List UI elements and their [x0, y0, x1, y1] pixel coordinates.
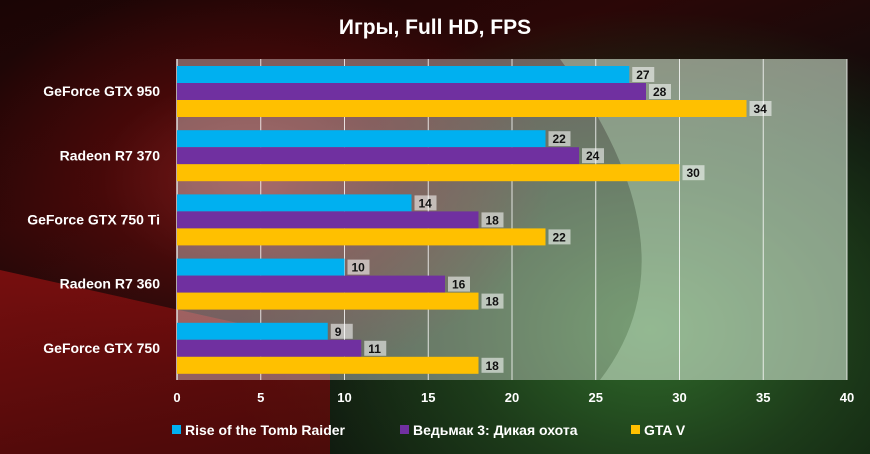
bar	[177, 130, 546, 148]
data-label-bg	[582, 148, 604, 164]
data-label-bg	[347, 259, 370, 275]
data-label: 11	[368, 342, 381, 356]
x-tick-label: 5	[257, 390, 264, 405]
x-tick-label: 10	[337, 390, 351, 405]
data-label-bg	[481, 293, 504, 309]
x-tick-label: 30	[672, 390, 686, 405]
chart-title: Игры, Full HD, FPS	[339, 16, 531, 39]
data-label-bg	[682, 165, 705, 181]
data-label: 34	[754, 102, 768, 116]
data-label: 18	[486, 359, 500, 373]
data-label: 18	[486, 295, 500, 309]
data-label: 24	[586, 149, 600, 163]
data-label: 27	[636, 68, 650, 82]
bar	[177, 356, 479, 374]
bar	[177, 100, 747, 117]
data-label-bg	[448, 276, 470, 292]
bar	[177, 147, 579, 165]
legend-marker	[631, 425, 640, 434]
data-label-bg	[330, 323, 353, 339]
x-tick-label: 40	[840, 390, 854, 405]
data-label: 22	[553, 230, 567, 244]
category-label: GeForce GTX 950	[43, 83, 160, 99]
x-tick-label: 15	[421, 390, 435, 405]
data-label: 10	[352, 261, 366, 275]
data-label-bg	[481, 212, 504, 228]
data-label-bg	[749, 101, 772, 116]
data-label: 30	[687, 166, 701, 180]
x-tick-label: 20	[505, 390, 519, 405]
x-tick-label: 0	[173, 390, 180, 405]
data-label-bg	[548, 131, 571, 147]
category-label: GeForce GTX 750 Ti	[27, 212, 160, 228]
bar	[177, 228, 546, 246]
bar	[177, 83, 646, 100]
legend-marker	[400, 425, 409, 434]
x-tick-label: 25	[589, 390, 603, 405]
data-label-bg	[548, 229, 571, 245]
legend-label: Rise of the Tomb Raider	[185, 422, 346, 438]
bar	[177, 322, 328, 340]
data-label: 9	[335, 325, 342, 339]
legend-label: Ведьмак 3: Дикая охота	[413, 422, 578, 438]
bar	[177, 292, 479, 310]
data-label-bg	[481, 357, 504, 373]
bar	[177, 211, 479, 229]
category-label: Radeon R7 360	[60, 276, 161, 292]
bar	[177, 258, 345, 276]
data-label-bg	[364, 340, 387, 356]
plot-decoration	[560, 59, 847, 380]
data-label-bg	[632, 67, 655, 82]
data-label: 22	[553, 132, 567, 146]
data-label: 18	[486, 213, 500, 227]
category-label: Radeon R7 370	[60, 147, 161, 163]
x-tick-label: 35	[756, 390, 770, 405]
data-label: 16	[452, 278, 466, 292]
bar	[177, 339, 362, 357]
bar	[177, 164, 680, 182]
data-label-bg	[414, 195, 437, 211]
category-label: GeForce GTX 750	[43, 340, 160, 356]
bar	[177, 194, 412, 212]
data-label: 28	[653, 85, 667, 99]
bar	[177, 275, 445, 293]
legend-marker	[172, 425, 181, 434]
bar	[177, 66, 630, 83]
legend-label: GTA V	[644, 422, 686, 438]
data-label-bg	[649, 84, 671, 99]
data-label: 14	[419, 196, 433, 210]
